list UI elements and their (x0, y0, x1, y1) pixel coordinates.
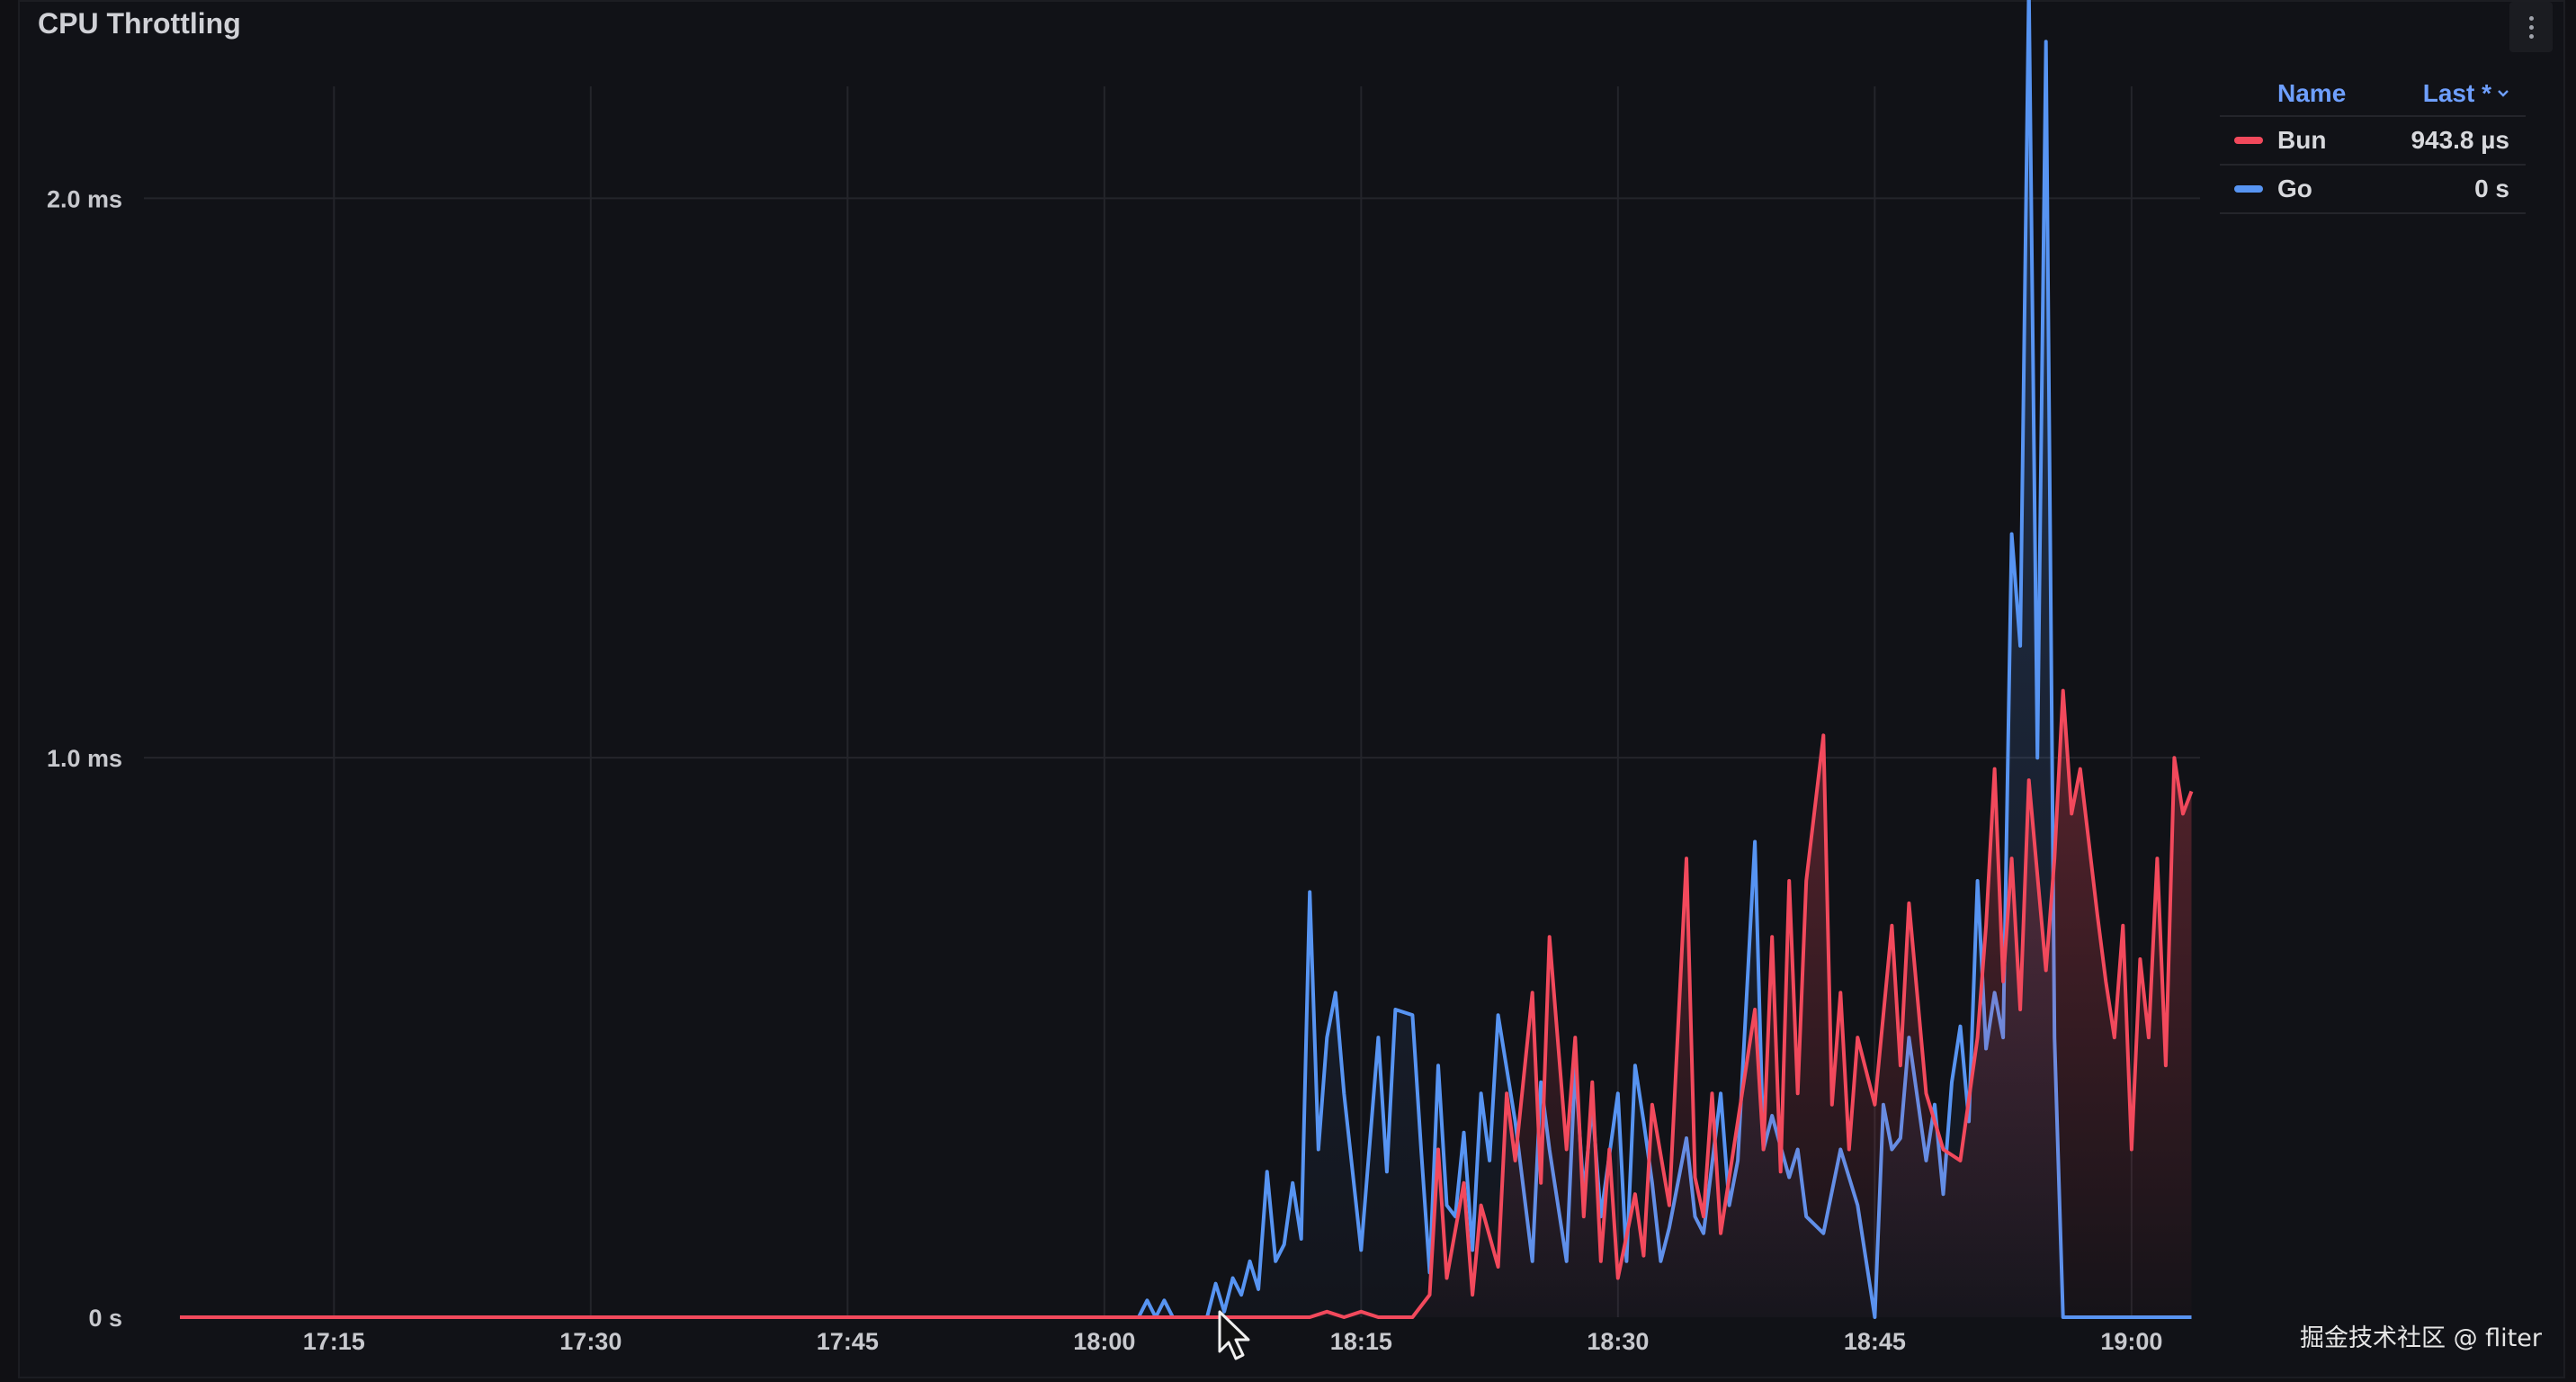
series-line-bun (180, 688, 2194, 1319)
legend-swatch-bun (2234, 137, 2263, 144)
legend-name-header[interactable]: Name (2277, 79, 2347, 107)
legend-item-name: Go (2277, 175, 2312, 202)
y-tick-label: 2.0 ms (47, 185, 122, 212)
x-tick-label: 18:15 (1330, 1328, 1392, 1355)
y-axis-labels: 0 s 1.0 ms 2.0 ms (47, 185, 122, 1332)
legend-item-go[interactable]: Go 0 s (2220, 166, 2526, 214)
y-tick-label: 0 s (88, 1305, 122, 1332)
x-tick-label: 18:30 (1587, 1328, 1649, 1355)
x-tick-label: 17:30 (559, 1328, 622, 1355)
x-tick-label: 17:15 (303, 1328, 365, 1355)
x-tick-label: 17:45 (817, 1328, 879, 1355)
series-area-bun (180, 690, 2192, 1317)
panel-menu-kebab-vertical-icon[interactable] (2509, 2, 2553, 52)
series-layer (180, 0, 2194, 1319)
x-tick-label: 19:00 (2100, 1328, 2162, 1355)
menu-dot (2528, 24, 2534, 30)
time-series-chart[interactable]: 0 s 1.0 ms 2.0 ms 17:15 17:30 17:45 18:00 18:1… (0, 0, 2213, 1382)
legend-item-bun[interactable]: Bun 943.8 µs (2220, 117, 2526, 166)
y-tick-label: 1.0 ms (47, 745, 122, 772)
panel-title: CPU Throttling (38, 7, 241, 40)
x-tick-label: 18:45 (1844, 1328, 1906, 1355)
legend-swatch-go (2234, 185, 2263, 193)
x-tick-label: 18:00 (1073, 1328, 1135, 1355)
watermark: 掘金技术社区 @ fliter (2300, 1324, 2542, 1352)
legend-item-value: 943.8 µs (2411, 126, 2509, 154)
menu-dot (2528, 15, 2534, 21)
legend-header: Name Last * (2220, 72, 2526, 117)
legend-table: Name Last * Bun 943.8 µs Go 0 s (2220, 72, 2526, 214)
legend-item-value: 0 s (2474, 175, 2509, 202)
legend-sort-header[interactable]: Last * (2423, 79, 2509, 108)
mouse-pointer-icon (1218, 1310, 1250, 1360)
legend-value-header: Last * (2422, 79, 2491, 107)
chevron-down-icon (2498, 90, 2509, 97)
menu-dot (2528, 33, 2534, 39)
legend-item-name: Bun (2277, 126, 2327, 154)
x-axis-labels: 17:15 17:30 17:45 18:00 18:15 18:30 18:45 19:00 (303, 1328, 2163, 1355)
